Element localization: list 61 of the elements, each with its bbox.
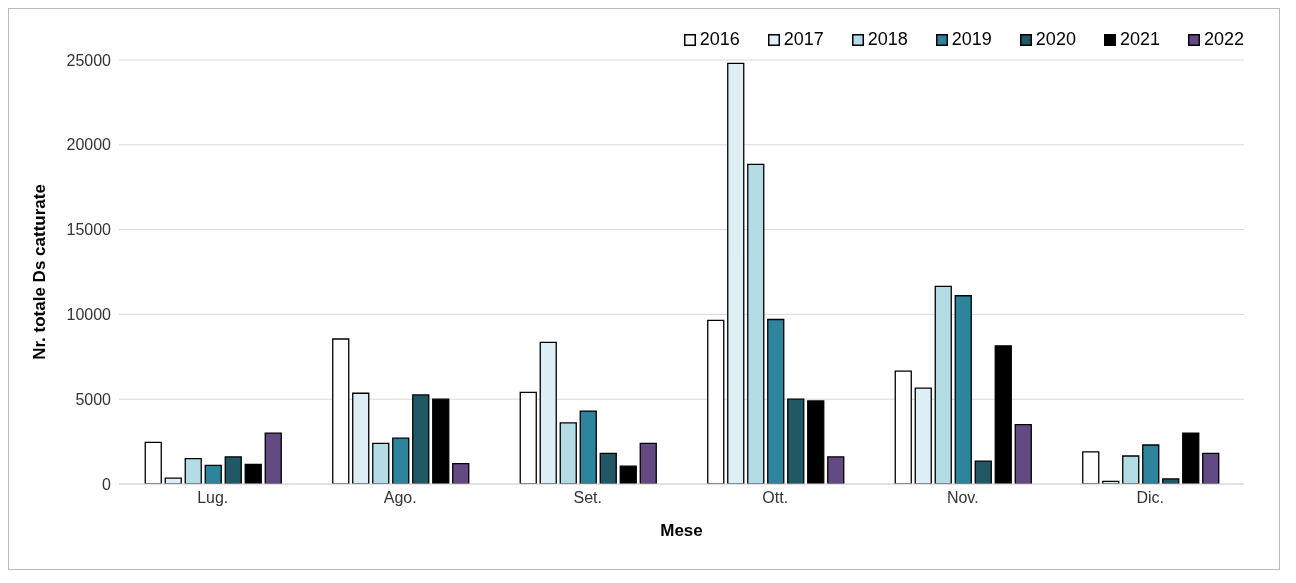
bar [184, 457, 202, 484]
bar [539, 341, 557, 484]
bar [144, 441, 162, 484]
bar [264, 432, 282, 484]
bar [639, 442, 657, 484]
bar [994, 345, 1012, 484]
x-tick-label: Set. [573, 489, 602, 507]
bar [1202, 452, 1220, 484]
bar [1122, 455, 1140, 484]
bar [224, 456, 242, 484]
legend-label: 2019 [951, 29, 992, 50]
bar [244, 463, 262, 484]
x-tick-label: Lug. [197, 489, 229, 507]
bar [974, 460, 992, 484]
bar [519, 391, 537, 484]
legend-label: 2017 [783, 29, 824, 50]
y-tick-label: 20000 [66, 136, 112, 154]
bar [619, 465, 637, 484]
legend-label: 2018 [867, 29, 908, 50]
y-tick-label: 15000 [66, 221, 112, 239]
bar [332, 338, 350, 484]
legend-label: 2016 [699, 29, 740, 50]
y-tick-label: 0 [102, 475, 112, 493]
bar [954, 295, 972, 484]
x-tick-label: Ago. [383, 489, 417, 507]
bar [1014, 423, 1032, 484]
bar [934, 285, 952, 484]
legend-label: 2021 [1119, 29, 1160, 50]
bar [727, 62, 745, 484]
legend-label: 2020 [1035, 29, 1076, 50]
bar [599, 452, 617, 484]
bar [1182, 432, 1200, 484]
bar [432, 398, 450, 484]
bar [412, 394, 430, 484]
bar [827, 456, 845, 484]
x-tick-label: Ott. [762, 489, 789, 507]
bar [204, 464, 222, 484]
bar [372, 442, 390, 484]
bar [392, 437, 410, 484]
x-tick-label: Dic. [1136, 489, 1165, 507]
bar [1142, 444, 1160, 484]
bar [352, 392, 370, 484]
y-tick-label: 25000 [66, 51, 112, 69]
bar [747, 163, 765, 484]
bar [164, 477, 182, 484]
bar [807, 400, 825, 484]
legend-label: 2022 [1203, 29, 1244, 50]
bar [579, 410, 597, 484]
bar [767, 318, 785, 484]
bar [894, 370, 912, 484]
y-tick-label: 10000 [66, 306, 112, 324]
bar [559, 422, 577, 484]
bar [707, 319, 725, 484]
y-axis-title: Nr. totale Ds catturate [30, 184, 50, 360]
bar [1082, 451, 1100, 484]
bar [914, 387, 932, 484]
bar [787, 398, 805, 484]
x-axis-title: Mese [660, 521, 703, 540]
y-tick-label: 5000 [75, 390, 112, 408]
x-tick-label: Nov. [946, 489, 979, 507]
bar [452, 463, 470, 484]
